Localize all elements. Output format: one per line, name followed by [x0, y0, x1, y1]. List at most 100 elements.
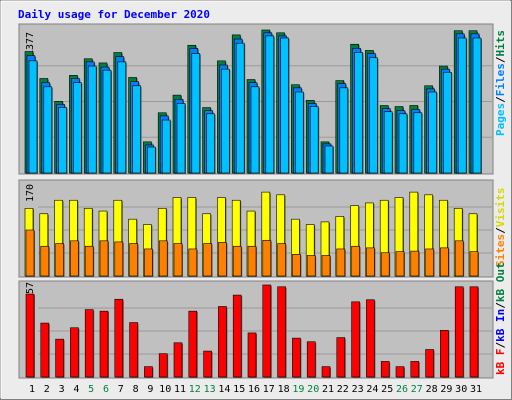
- legend-files: Files: [494, 63, 507, 96]
- bar-sites: [114, 241, 124, 277]
- day-label: 15: [233, 384, 245, 395]
- day-label: 23: [352, 384, 364, 395]
- bar-kb-f: [144, 366, 153, 378]
- bar-pages: [117, 61, 127, 174]
- bar-kb-f: [84, 309, 94, 378]
- bar-pages: [265, 35, 275, 174]
- bar-sites: [129, 243, 138, 277]
- day-label: 1: [29, 384, 35, 395]
- bar-pages: [176, 103, 186, 174]
- day-label: 2: [44, 384, 50, 395]
- bar-sites: [158, 240, 168, 277]
- bars: [24, 29, 482, 378]
- bar-pages: [132, 85, 141, 174]
- day-label: 26: [396, 384, 408, 395]
- day-label: 17: [263, 384, 275, 395]
- bar-sites: [173, 243, 183, 277]
- day-label: 9: [147, 384, 153, 395]
- bar-sites: [25, 229, 35, 277]
- bar-sites: [277, 243, 286, 277]
- bar-kb-f: [99, 310, 109, 378]
- bar-kb-f: [321, 366, 331, 378]
- bar-sites: [336, 248, 346, 277]
- legend-pages: Pages: [494, 103, 507, 136]
- legend-kbytes-panel: kB F/kB In/kB Out: [494, 262, 507, 375]
- day-labels: 1 2 3 4 5 6 7 8 9 10 11 12 13 14 15 16 17 18 19 20 21 22 23 24 2…: [29, 384, 482, 395]
- bar-kb-f: [40, 322, 50, 378]
- bar-pages: [147, 146, 156, 174]
- bar-pages: [443, 71, 452, 174]
- bar-pages: [428, 91, 437, 174]
- day-label: 5: [88, 384, 94, 395]
- bar-sites: [203, 243, 212, 277]
- bar-pages: [191, 53, 201, 174]
- bar-pages: [295, 91, 304, 174]
- bar-sites: [306, 255, 316, 277]
- bar-kb-f: [232, 294, 242, 378]
- day-label: 22: [337, 384, 349, 395]
- bar-kb-f: [410, 361, 420, 378]
- bar-pages: [235, 42, 245, 174]
- day-label: 27: [411, 384, 423, 395]
- legend-sep-1: /: [494, 96, 507, 103]
- day-label: 16: [248, 384, 260, 395]
- bar-pages: [339, 87, 349, 174]
- bar-sites: [144, 248, 153, 277]
- bar-sites: [425, 248, 434, 277]
- legend-sep-3: /: [494, 227, 507, 234]
- day-label: 12: [189, 384, 201, 395]
- bar-kb-f: [158, 353, 168, 378]
- legend-sep-2: /: [494, 56, 507, 63]
- bar-sites: [247, 245, 257, 277]
- bar-sites: [454, 240, 464, 277]
- bar-pages: [250, 86, 260, 174]
- bar-sites: [99, 240, 109, 277]
- legend-sep-4: /: [494, 342, 507, 349]
- bar-pages: [413, 112, 423, 174]
- day-label: 7: [118, 384, 124, 395]
- legend-sep-5: /: [494, 302, 507, 309]
- bar-pages: [58, 107, 67, 174]
- legend-hits: Hits: [494, 30, 507, 57]
- bar-sites: [84, 245, 94, 277]
- bar-kb-f: [70, 327, 79, 378]
- bar-sites: [469, 251, 479, 277]
- day-label: 14: [218, 384, 230, 395]
- bar-pages: [369, 57, 378, 174]
- day-label: 6: [103, 384, 109, 395]
- bar-kb-f: [380, 361, 390, 378]
- chart-title: Daily usage for December 2020: [18, 8, 210, 21]
- bar-pages: [206, 113, 215, 174]
- bar-pages: [102, 69, 112, 174]
- bar-sites: [55, 243, 64, 277]
- bar-kb-f: [292, 337, 301, 378]
- bar-sites: [262, 239, 272, 277]
- bar-kb-f: [114, 298, 124, 378]
- bar-kb-f: [395, 366, 405, 378]
- day-label: 18: [278, 384, 290, 395]
- bar-kb-f: [262, 284, 272, 378]
- legend-kbout: kB Out: [494, 262, 507, 302]
- day-label: 31: [470, 384, 482, 395]
- day-label: 19: [292, 384, 304, 395]
- day-label: 3: [59, 384, 65, 395]
- legend-hits-panel: Pages/Files/Hits: [494, 30, 507, 136]
- bar-pages: [28, 60, 38, 174]
- day-label: 29: [440, 384, 452, 395]
- bar-sites: [321, 255, 331, 277]
- bar-pages: [309, 106, 319, 174]
- bar-kb-f: [277, 286, 286, 378]
- ymax-label-visits: 170: [25, 184, 36, 202]
- bar-pages: [398, 113, 408, 174]
- bar-sites: [232, 245, 242, 277]
- day-label: 28: [426, 384, 438, 395]
- bar-kb-f: [366, 299, 375, 378]
- bar-sites: [395, 251, 405, 277]
- day-label: 24: [366, 384, 378, 395]
- bar-kb-f: [218, 306, 227, 378]
- bar-sites: [380, 252, 390, 277]
- day-label: 4: [73, 384, 79, 395]
- legend-kbf: kB F: [494, 349, 507, 376]
- bar-sites: [40, 245, 50, 277]
